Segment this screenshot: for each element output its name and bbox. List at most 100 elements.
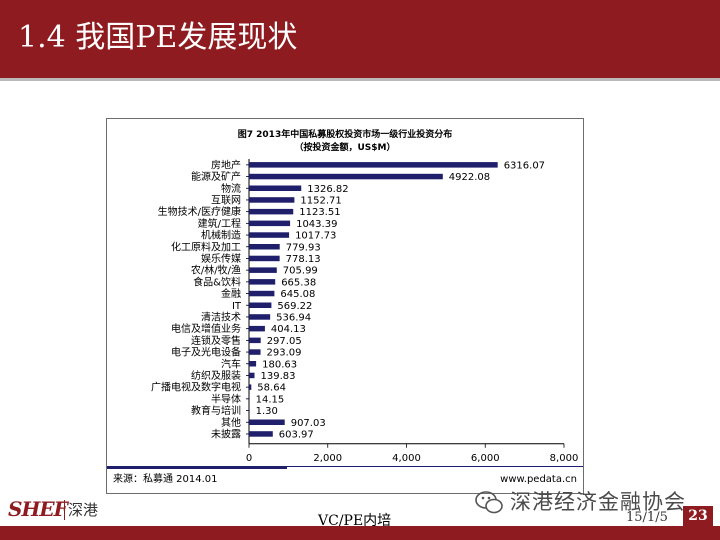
- bar: [249, 197, 295, 203]
- watermark: 深港经济金融协会: [474, 486, 698, 520]
- value-label: 778.13: [286, 254, 321, 265]
- bar: [249, 232, 290, 238]
- x-tick-label: 8,000: [550, 453, 579, 464]
- value-label: 536.94: [276, 312, 311, 323]
- bar: [249, 267, 277, 273]
- value-label: 404.13: [271, 324, 306, 335]
- value-label: 1326.82: [307, 184, 348, 195]
- watermark-text: 深港经济金融协会: [510, 490, 686, 514]
- plot-area: 房地产 6316.07 能源及矿产 4922.08 物流 1326.82 互联网 1152.7…: [107, 158, 583, 469]
- x-tick-label: 0: [246, 453, 252, 464]
- category-label: 电子及光电设备: [171, 346, 241, 359]
- category-label: 农/林/牧/渔: [191, 264, 241, 277]
- category-label: IT: [232, 301, 242, 312]
- x-tick-label: 4,000: [392, 453, 421, 464]
- category-label: 化工原料及加工: [171, 240, 241, 253]
- value-label: 1.30: [256, 406, 278, 417]
- bar: [249, 396, 250, 402]
- bar: [249, 407, 250, 414]
- bar: [249, 255, 280, 262]
- category-label: 金融: [221, 287, 241, 300]
- category-label: 互联网: [211, 194, 241, 206]
- value-label: 180.63: [262, 359, 297, 370]
- category-label: 连锁及零售: [191, 334, 241, 347]
- bar: [249, 314, 271, 320]
- value-label: 1123.51: [299, 207, 340, 218]
- value-label: 907.03: [291, 418, 326, 429]
- bar: [249, 384, 252, 390]
- category-label: 娱乐传媒: [201, 252, 241, 265]
- page-number: 23: [683, 506, 713, 526]
- value-label: 603.97: [279, 429, 314, 440]
- title-banner: 1.4 我国PE发展现状: [0, 0, 720, 78]
- chart-subtitle: （按投资金额，US$M）: [294, 141, 395, 153]
- bar: [249, 220, 291, 227]
- logo-chinese: 深港: [68, 501, 99, 519]
- value-label: 1017.73: [295, 231, 336, 242]
- footer-center-text: VC/PE内培: [318, 513, 392, 529]
- category-label: 生物技术/医疗健康: [158, 205, 241, 218]
- category-label: 教育与培训: [191, 404, 241, 417]
- category-label: 建筑/工程: [198, 217, 241, 230]
- category-label: 半导体: [211, 392, 241, 405]
- chart-source-url: www.pedata.cn: [500, 474, 577, 485]
- value-label: 58.64: [257, 383, 286, 394]
- bar: [249, 361, 257, 367]
- page-title: 1.4 我国PE发展现状: [18, 20, 298, 55]
- value-label: 779.93: [286, 242, 321, 253]
- wechat-icon: [475, 491, 503, 514]
- bar: [249, 349, 261, 355]
- chart-title: 图7 2013年中国私募股权投资市场一级行业投资分布: [238, 128, 452, 140]
- value-label: 645.08: [280, 289, 315, 300]
- bar: [249, 244, 280, 250]
- category-label: 机械制造: [201, 229, 241, 242]
- category-label: 汽车: [221, 357, 241, 370]
- category-label: 房地产: [211, 158, 241, 171]
- x-tick-label: 2,000: [313, 453, 342, 464]
- shef-logo: SHEF 深港: [8, 497, 116, 527]
- bar-chart: 图7 2013年中国私募股权投资市场一级行业投资分布 （按投资金额，US$M） …: [107, 128, 583, 485]
- bar: [249, 185, 302, 191]
- footer-bar: [0, 526, 720, 540]
- value-label: 665.38: [281, 277, 316, 288]
- bar: [249, 431, 273, 437]
- bar: [249, 302, 272, 308]
- value-label: 293.09: [267, 348, 302, 359]
- source-rule: [287, 466, 583, 467]
- logo-separator: [64, 500, 65, 520]
- value-label: 569.22: [277, 301, 312, 312]
- category-label: 其他: [221, 416, 241, 429]
- value-label: 139.83: [261, 371, 296, 382]
- bar: [249, 208, 294, 215]
- bar: [249, 279, 276, 285]
- value-label: 705.99: [283, 266, 318, 277]
- value-label: 6316.07: [504, 160, 545, 171]
- bar: [249, 337, 261, 344]
- category-label: 能源及矿产: [191, 170, 241, 183]
- category-label: 纺织及服装: [191, 369, 241, 382]
- bar: [249, 372, 255, 379]
- bar: [249, 419, 285, 425]
- source-accent-bar: [107, 466, 287, 469]
- category-label: 食品&饮料: [193, 275, 241, 288]
- value-label: 14.15: [256, 394, 285, 405]
- bar: [249, 162, 498, 168]
- bar: [249, 290, 275, 297]
- category-label: 物流: [221, 182, 241, 195]
- chart-source: 来源：私募通 2014.01: [113, 472, 218, 485]
- bar: [249, 173, 443, 180]
- category-label: 清洁技术: [201, 310, 241, 323]
- logo-mark: SHEF: [8, 497, 68, 521]
- value-label: 297.05: [267, 336, 302, 347]
- category-label: 电信及增值业务: [171, 322, 241, 335]
- banner-divider: [0, 78, 720, 81]
- chart-frame: 图7 2013年中国私募股权投资市场一级行业投资分布 （按投资金额，US$M） …: [106, 118, 584, 494]
- category-label: 广播电视及数字电视: [151, 381, 241, 394]
- x-tick-label: 6,000: [471, 453, 500, 464]
- footer-date: 15/1/5: [626, 510, 668, 525]
- category-label: 未披露: [211, 427, 241, 440]
- value-label: 1043.39: [296, 219, 337, 230]
- bar: [249, 325, 265, 332]
- value-label: 4922.08: [449, 172, 490, 183]
- value-label: 1152.71: [300, 195, 341, 206]
